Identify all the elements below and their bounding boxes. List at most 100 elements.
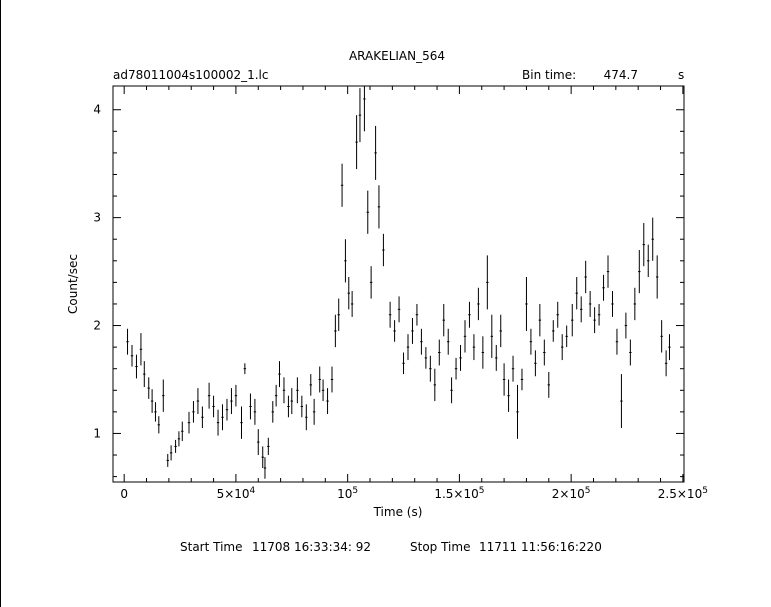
data-point — [366, 190, 369, 234]
data-point — [393, 320, 396, 342]
data-point — [481, 336, 485, 369]
data-point — [477, 287, 480, 321]
data-point — [433, 368, 437, 402]
data-point — [162, 379, 165, 412]
data-point — [174, 439, 177, 453]
data-point — [267, 437, 270, 456]
data-point — [263, 457, 267, 479]
data-point — [516, 384, 519, 439]
data-point — [406, 334, 410, 361]
data-point — [438, 339, 441, 366]
data-point — [588, 291, 592, 317]
data-point — [296, 377, 299, 404]
data-point — [611, 291, 614, 317]
x-tick-label: 2.5×105 — [658, 486, 708, 501]
data-point — [556, 301, 559, 328]
data-point — [358, 88, 362, 143]
data-point — [212, 395, 215, 418]
bin-time-unit: s — [678, 68, 684, 82]
data-point — [337, 298, 340, 331]
data-point — [243, 363, 247, 375]
data-point — [602, 274, 605, 301]
data-point — [334, 314, 337, 348]
data-point — [642, 223, 645, 267]
data-point — [240, 406, 243, 439]
data-point — [638, 250, 641, 294]
data-point — [377, 185, 381, 229]
data-point — [472, 334, 476, 361]
plot-frame — [112, 85, 685, 483]
data-point — [309, 374, 312, 396]
data-point — [374, 125, 377, 180]
data-point — [143, 361, 146, 388]
data-point — [382, 233, 385, 267]
data-point — [177, 431, 181, 447]
data-point — [169, 445, 173, 461]
data-point — [181, 421, 184, 441]
window-left-border — [0, 0, 1, 607]
data-point — [651, 217, 654, 261]
data-point — [633, 287, 637, 321]
data-point — [154, 402, 157, 422]
x-tick-label: 1.5×105 — [434, 486, 484, 501]
data-point — [282, 377, 286, 404]
data-point — [196, 388, 200, 415]
data-point — [490, 314, 494, 358]
data-point — [321, 379, 325, 402]
data-point — [450, 377, 453, 404]
data-point — [187, 411, 191, 434]
data-point — [495, 344, 498, 371]
data-point — [278, 361, 281, 388]
data-point — [350, 291, 354, 317]
data-point — [447, 328, 450, 355]
data-point — [388, 301, 392, 328]
x-tick-label: 2×105 — [552, 486, 591, 501]
chart-title: ARAKELIAN_564 — [349, 49, 445, 63]
data-point — [507, 379, 510, 412]
data-point — [459, 344, 462, 371]
data-point — [543, 339, 546, 366]
data-point — [520, 368, 524, 391]
data-point — [216, 409, 220, 436]
data-point — [606, 255, 610, 288]
data-point — [192, 401, 195, 423]
data-point — [300, 395, 304, 418]
data-point — [647, 244, 650, 277]
data-point — [126, 328, 129, 355]
data-point — [429, 355, 432, 382]
data-point — [230, 388, 233, 415]
data-point — [147, 377, 150, 399]
stop-time-label: Stop Time — [410, 540, 471, 554]
data-point — [166, 453, 169, 467]
data-point — [312, 398, 316, 425]
data-point — [369, 266, 373, 299]
data-point — [529, 328, 533, 355]
data-point — [593, 307, 596, 334]
data-point — [597, 303, 601, 326]
data-point — [402, 352, 405, 375]
start-time-label: Start Time — [180, 540, 243, 554]
data-point — [664, 350, 668, 377]
data-point — [347, 276, 350, 310]
x-tick-label: 5×104 — [217, 486, 256, 501]
y-tick-label: 1 — [93, 426, 101, 440]
data-point — [411, 317, 414, 344]
data-point — [668, 334, 671, 361]
data-point — [415, 303, 419, 326]
data-point — [344, 239, 347, 283]
data-point — [584, 260, 587, 294]
x-tick-label: 105 — [337, 486, 358, 501]
data-point — [253, 398, 257, 425]
data-point — [318, 366, 321, 393]
y-axis-label: Count/sec — [66, 254, 80, 314]
data-point — [468, 301, 471, 328]
bin-time-value: 474.7 — [604, 68, 638, 82]
y-tick-label: 2 — [93, 319, 101, 333]
data-point — [234, 384, 238, 407]
data-point — [397, 296, 401, 323]
data-point — [326, 388, 329, 415]
data-point — [261, 446, 264, 468]
data-point — [130, 344, 134, 367]
